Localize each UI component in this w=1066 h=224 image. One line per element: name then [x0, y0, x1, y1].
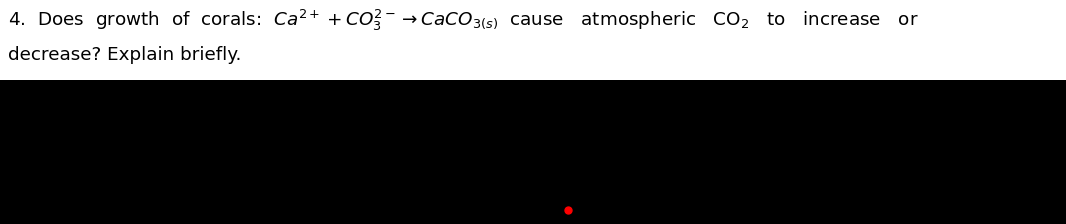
- Text: decrease? Explain briefly.: decrease? Explain briefly.: [9, 46, 241, 64]
- Bar: [0, 80, 1066, 224]
- Text: 4.  Does  growth  of  corals:  $Ca^{2+}+CO_3^{2-}\rightarrow CaCO_{3(s)}$  cause: 4. Does growth of corals: $Ca^{2+}+CO_3^…: [9, 8, 919, 33]
